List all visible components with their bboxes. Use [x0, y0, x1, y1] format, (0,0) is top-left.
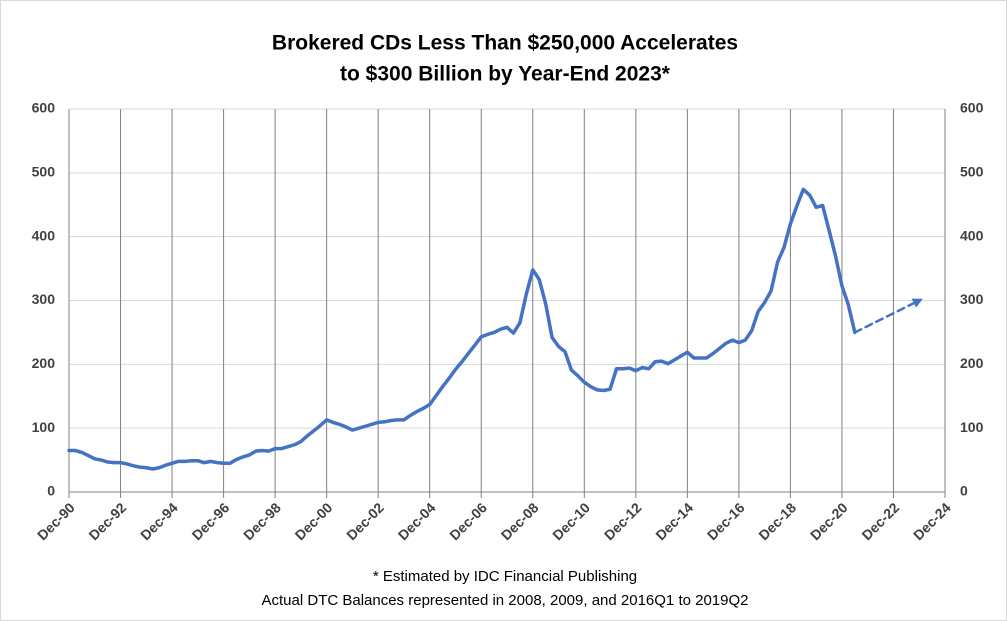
- y-tick-label: 200: [32, 355, 56, 371]
- y2-tick-label: 0: [960, 483, 968, 499]
- y-tick-label: 0: [47, 483, 55, 499]
- estimate-line: [853, 298, 923, 334]
- y-tick-label: 300: [32, 291, 56, 307]
- y2-tick-label: 500: [960, 164, 984, 180]
- footnote: * Estimated by IDC Financial Publishing: [373, 568, 637, 585]
- y-tick-label: 400: [32, 227, 56, 243]
- y-tick-label: 100: [32, 419, 56, 435]
- data-line: [67, 187, 857, 471]
- y-tick-label: 600: [32, 100, 56, 116]
- y-tick-label: 500: [32, 164, 56, 180]
- chart-title: to $300 Billion by Year-End 2023*: [340, 63, 671, 86]
- y2-tick-label: 600: [960, 100, 984, 116]
- y2-tick-label: 200: [960, 355, 984, 371]
- y2-tick-label: 300: [960, 291, 984, 307]
- y2-tick-label: 400: [960, 227, 984, 243]
- chart-title: Brokered CDs Less Than $250,000 Accelera…: [272, 32, 738, 55]
- y2-tick-label: 100: [960, 419, 984, 435]
- footnote: Actual DTC Balances represented in 2008,…: [262, 592, 749, 609]
